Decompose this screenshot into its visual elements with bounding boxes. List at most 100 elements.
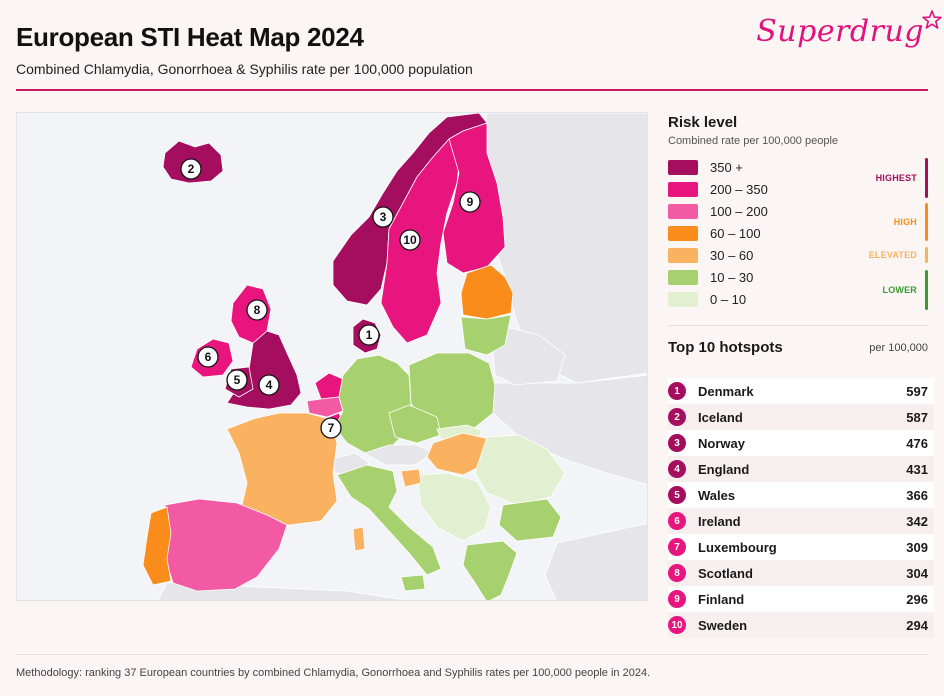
- legend-swatch: [668, 247, 698, 263]
- tier-bar: [925, 158, 928, 198]
- legend-subtitle: Combined rate per 100,000 people: [668, 135, 839, 147]
- legend-bin-label: 350 +: [710, 159, 743, 175]
- map-country-slovenia: [400, 468, 422, 488]
- top10-panel: Top 10 hotspots per 100,000 1 Denmark 5 9 7 …: [668, 339, 934, 638]
- svg-text:4: 4: [266, 378, 273, 392]
- rank-badge: 10: [668, 616, 686, 634]
- country-rate: 304: [906, 565, 928, 581]
- country-name: Iceland: [698, 409, 743, 425]
- legend-bin-label: 30 – 60: [710, 247, 754, 263]
- country-rate: 597: [906, 383, 928, 399]
- header: European STI Heat Map 2024 Combined Chla…: [16, 10, 942, 92]
- country-rate: 431: [906, 461, 928, 477]
- legend-swatch: [668, 203, 698, 219]
- map-marker-10: 10: [399, 229, 421, 251]
- country-name: Wales: [698, 487, 736, 503]
- map-marker-3: 3: [372, 206, 394, 228]
- map-country-sweden: [380, 138, 462, 344]
- list-item: 3 Norway 476: [668, 430, 934, 456]
- rank-badge: 1: [668, 382, 686, 400]
- svg-text:1: 1: [366, 328, 373, 342]
- country-name: Sweden: [698, 617, 748, 633]
- list-item: 2 Iceland 587: [668, 404, 934, 430]
- list-item: 5 Wales 366: [668, 482, 934, 508]
- map-marker-1: 1: [358, 324, 380, 346]
- legend-swatch: [668, 181, 698, 197]
- list-item: 9 Finland 296: [668, 586, 934, 612]
- rank-badge: 3: [668, 434, 686, 452]
- top10-unit: per 100,000: [869, 341, 928, 354]
- legend-divider: [668, 325, 928, 326]
- svg-text:9: 9: [467, 195, 474, 209]
- map-country-romania: [474, 434, 566, 506]
- tier-highest: HIGHEST: [876, 156, 928, 200]
- top10-header: Top 10 hotspots per 100,000: [668, 339, 928, 356]
- map-marker-5: 5: [226, 369, 248, 391]
- country-name: Luxembourg: [698, 539, 777, 555]
- list-item: 4 England 431: [668, 456, 934, 482]
- rank-badge: 7: [668, 538, 686, 556]
- svg-text:10: 10: [403, 233, 417, 247]
- list-item: 6 Ireland 342: [668, 508, 934, 534]
- svg-text:3: 3: [380, 210, 387, 224]
- map-marker-9: 9: [459, 191, 481, 213]
- list-item: 1 Denmark 597: [668, 378, 934, 404]
- rank-badge: 8: [668, 564, 686, 582]
- map-country-france: [226, 412, 338, 526]
- country-rate: 309: [906, 539, 928, 555]
- tier-label: HIGH: [893, 217, 917, 227]
- legend-swatch: [668, 225, 698, 241]
- country-rate: 342: [906, 513, 928, 529]
- map-marker-7: 7: [320, 417, 342, 439]
- map-country-lithuania: [460, 314, 512, 356]
- map-svg: 1 2 3 4 5 6 7 8 9 10: [142, 113, 647, 600]
- star-icon: [922, 10, 942, 29]
- map-country-estonia-latvia: [460, 264, 514, 320]
- methodology-note: Methodology: ranking 37 European countri…: [16, 667, 651, 679]
- rank-badge: 6: [668, 512, 686, 530]
- map-country-germany: [334, 354, 412, 454]
- legend: Risk level Combined rate per 100,000 peo…: [668, 114, 928, 310]
- map-country-greece: [462, 540, 518, 600]
- tier-label: LOWER: [882, 285, 917, 295]
- tier-bar: [925, 203, 928, 241]
- svg-text:2: 2: [188, 162, 195, 176]
- footer-rule: [16, 654, 928, 655]
- svg-text:6: 6: [205, 350, 212, 364]
- country-rate: 476: [906, 435, 928, 451]
- map-country-sicily: [400, 574, 426, 592]
- list-item: 8 Scotland 304: [668, 560, 934, 586]
- map-country-bulgaria: [498, 498, 562, 542]
- country-rate: 296: [906, 591, 928, 607]
- page-title: European STI Heat Map 2024: [16, 22, 364, 52]
- map-country-italy: [336, 464, 442, 576]
- map-land-ukraine: [492, 374, 647, 485]
- legend-bins: 350 + 200 – 350 100 – 200 60 – 100 30 – …: [668, 156, 928, 310]
- map-marker-4: 4: [258, 374, 280, 396]
- legend-bin-label: 0 – 10: [710, 291, 747, 307]
- legend-bin: 10 – 30: [668, 266, 928, 288]
- country-name: Norway: [698, 435, 745, 451]
- europe-map: 1 2 3 4 5 6 7 8 9 10: [16, 112, 648, 601]
- svg-text:5: 5: [234, 373, 241, 387]
- legend-bin: 100 – 200: [668, 200, 928, 222]
- tier-elevated: ELEVATED: [869, 246, 928, 264]
- tier-bar: [925, 270, 928, 310]
- map-marker-8: 8: [246, 299, 268, 321]
- list-item: 10 Sweden 294: [668, 612, 934, 638]
- superdrug-logo: Superdrug: [756, 14, 924, 49]
- map-marker-6: 6: [197, 346, 219, 368]
- map-marker-2: 2: [180, 158, 202, 180]
- legend-bin: 60 – 100: [668, 222, 928, 244]
- tier-label: HIGHEST: [875, 173, 917, 183]
- legend-swatch: [668, 159, 698, 175]
- legend-bin-label: 100 – 200: [710, 203, 768, 219]
- legend-bin-label: 10 – 30: [710, 269, 754, 285]
- country-name: Ireland: [698, 513, 741, 529]
- map-country-sardinia: [352, 526, 366, 552]
- rank-badge: 9: [668, 590, 686, 608]
- rank-badge: 5: [668, 486, 686, 504]
- country-name: Denmark: [698, 383, 754, 399]
- map-country-netherlands: [314, 372, 344, 400]
- legend-bin: 350 +: [668, 156, 928, 178]
